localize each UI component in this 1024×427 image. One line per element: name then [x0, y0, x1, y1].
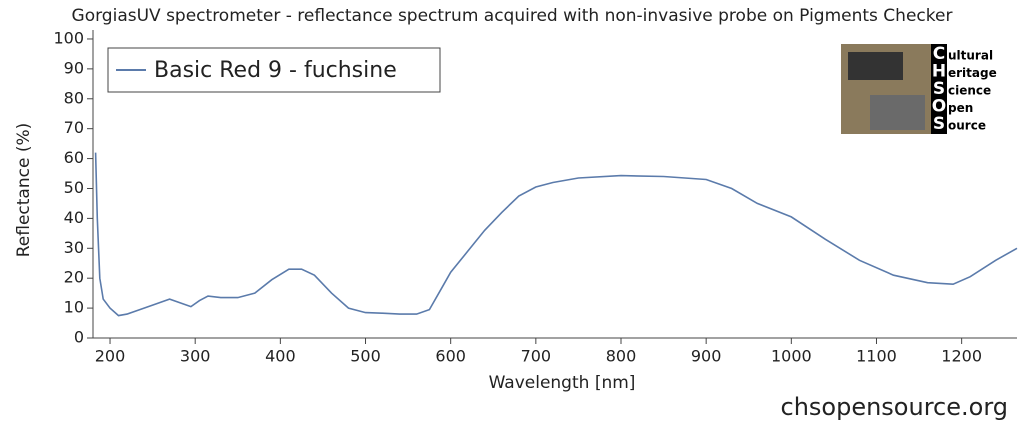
y-tick-label: 70 [64, 118, 84, 137]
y-tick-label: 100 [53, 28, 84, 47]
logo-letter: S [933, 79, 945, 99]
x-axis-label: Wavelength [nm] [489, 373, 636, 393]
x-tick-label: 200 [95, 347, 126, 366]
x-tick-label: 300 [180, 347, 211, 366]
logo-word: ultural [948, 49, 993, 63]
series-line [94, 152, 1018, 317]
x-tick-label: 800 [606, 347, 637, 366]
x-tick-label: 400 [265, 347, 296, 366]
logo-word: cience [948, 84, 991, 98]
y-tick-label: 40 [64, 208, 84, 227]
legend-label: Basic Red 9 - fuchsine [154, 58, 397, 83]
y-tick-label: 90 [64, 58, 84, 77]
y-axis-label: Reflectance (%) [14, 123, 34, 258]
x-tick-label: 600 [435, 347, 466, 366]
chart-title: GorgiasUV spectrometer - reflectance spe… [72, 6, 953, 26]
x-tick-label: 1100 [856, 347, 897, 366]
logo-word: ource [948, 119, 986, 133]
y-tick-label: 80 [64, 88, 84, 107]
logo-letter: O [932, 97, 946, 117]
logo-letter: S [933, 114, 945, 134]
x-tick-label: 900 [691, 347, 722, 366]
y-tick-label: 30 [64, 238, 84, 257]
logo-word: pen [948, 101, 973, 115]
logo-checker [870, 95, 925, 130]
logo-bg [947, 44, 995, 134]
y-tick-label: 50 [64, 178, 84, 197]
x-tick-label: 1200 [941, 347, 982, 366]
logo-device [848, 52, 903, 80]
y-tick-label: 0 [74, 328, 84, 347]
y-tick-label: 20 [64, 268, 84, 287]
logo [841, 44, 995, 134]
legend-box [107, 47, 441, 93]
y-tick-label: 60 [64, 148, 84, 167]
logo-letter: H [932, 62, 946, 82]
logo-letter: C [933, 44, 945, 64]
logo-bar [931, 44, 947, 134]
x-tick-label: 700 [521, 347, 552, 366]
logo-word: eritage [948, 66, 997, 80]
footer: chsopensource.org [781, 393, 1009, 421]
y-tick-label: 10 [64, 298, 84, 317]
x-tick-label: 500 [350, 347, 381, 366]
x-tick-label: 1000 [771, 347, 812, 366]
